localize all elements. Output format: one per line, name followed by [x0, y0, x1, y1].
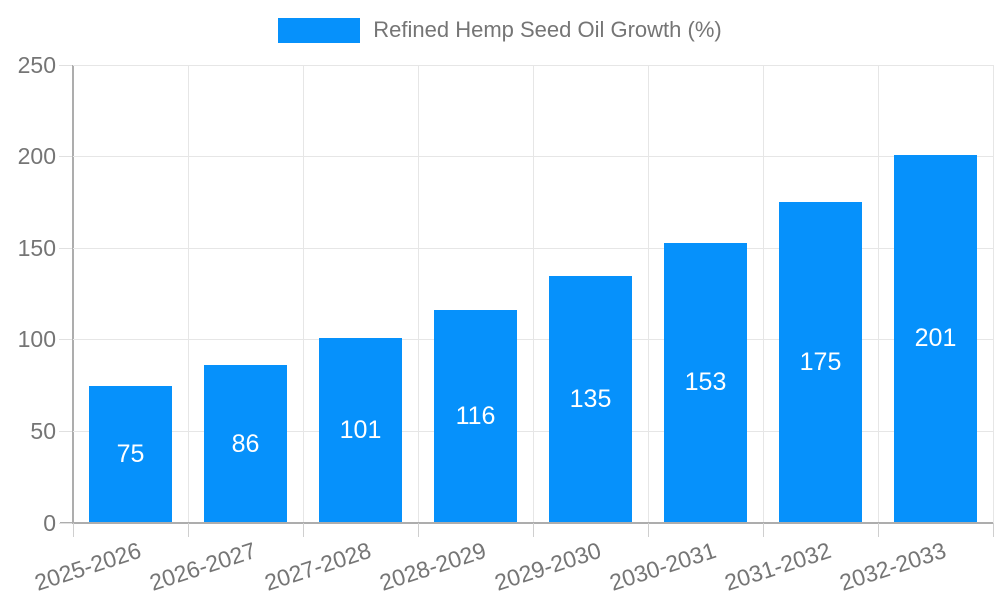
bar-value-label: 175 [799, 348, 842, 377]
x-tick-label: 2029-2030 [490, 537, 604, 596]
bar-value-label: 101 [339, 415, 382, 444]
gridline-v [762, 65, 764, 523]
x-tick-mark [417, 523, 419, 537]
y-tick-mark [59, 522, 72, 524]
legend-swatch [278, 17, 361, 43]
bar[interactable]: 135 [549, 275, 632, 523]
y-tick-label: 250 [17, 51, 56, 78]
gridline-v [647, 65, 649, 523]
y-tick-mark [59, 339, 72, 341]
bar[interactable]: 75 [89, 385, 172, 523]
x-tick-mark [532, 523, 534, 537]
x-tick-label: 2028-2029 [375, 537, 489, 596]
legend: Refined Hemp Seed Oil Growth (%) [0, 17, 1000, 43]
x-tick-mark [762, 523, 764, 537]
x-tick-label: 2032-2033 [835, 537, 949, 596]
bar[interactable]: 175 [779, 202, 862, 523]
x-tick-label: 2026-2027 [145, 537, 259, 596]
x-tick-mark [877, 523, 879, 537]
bar-value-label: 201 [914, 324, 957, 353]
bar-value-label: 135 [569, 384, 612, 413]
gridline-v [302, 65, 304, 523]
y-tick-label: 200 [17, 143, 56, 170]
x-tick-label: 2031-2032 [720, 537, 834, 596]
y-tick-mark [59, 247, 72, 249]
bar[interactable]: 201 [894, 154, 977, 523]
gridline-v [187, 65, 189, 523]
y-tick-label: 100 [17, 326, 56, 353]
gridline-v [532, 65, 534, 523]
bar[interactable]: 153 [664, 242, 747, 523]
x-tick-label: 2030-2031 [605, 537, 719, 596]
gridline-v [992, 65, 994, 523]
gridline-v [417, 65, 419, 523]
y-tick-mark [59, 156, 72, 158]
x-axis-baseline [60, 522, 993, 524]
bar-value-label: 116 [455, 402, 496, 431]
y-tick-label: 0 [43, 509, 56, 536]
x-tick-label: 2027-2028 [260, 537, 374, 596]
x-tick-mark [647, 523, 649, 537]
y-tick-mark [59, 64, 72, 66]
bar-value-label: 86 [231, 429, 260, 458]
y-tick-label: 150 [17, 234, 56, 261]
gridline-v [877, 65, 879, 523]
x-tick-mark [992, 523, 994, 537]
x-tick-mark [302, 523, 304, 537]
plot-area: 75 86 101 116 135 153 175 201 [73, 64, 994, 523]
bar-value-label: 153 [684, 368, 727, 397]
y-tick-mark [59, 430, 72, 432]
y-tick-label: 50 [30, 417, 56, 444]
y-axis-line [72, 65, 74, 523]
bar[interactable]: 116 [434, 310, 517, 523]
legend-label: Refined Hemp Seed Oil Growth (%) [373, 17, 722, 42]
bar[interactable]: 86 [204, 365, 287, 523]
x-tick-mark [187, 523, 189, 537]
bar-value-label: 75 [116, 439, 145, 468]
x-tick-mark [72, 523, 74, 537]
x-tick-label: 2025-2026 [30, 537, 144, 596]
bar[interactable]: 101 [319, 337, 402, 523]
